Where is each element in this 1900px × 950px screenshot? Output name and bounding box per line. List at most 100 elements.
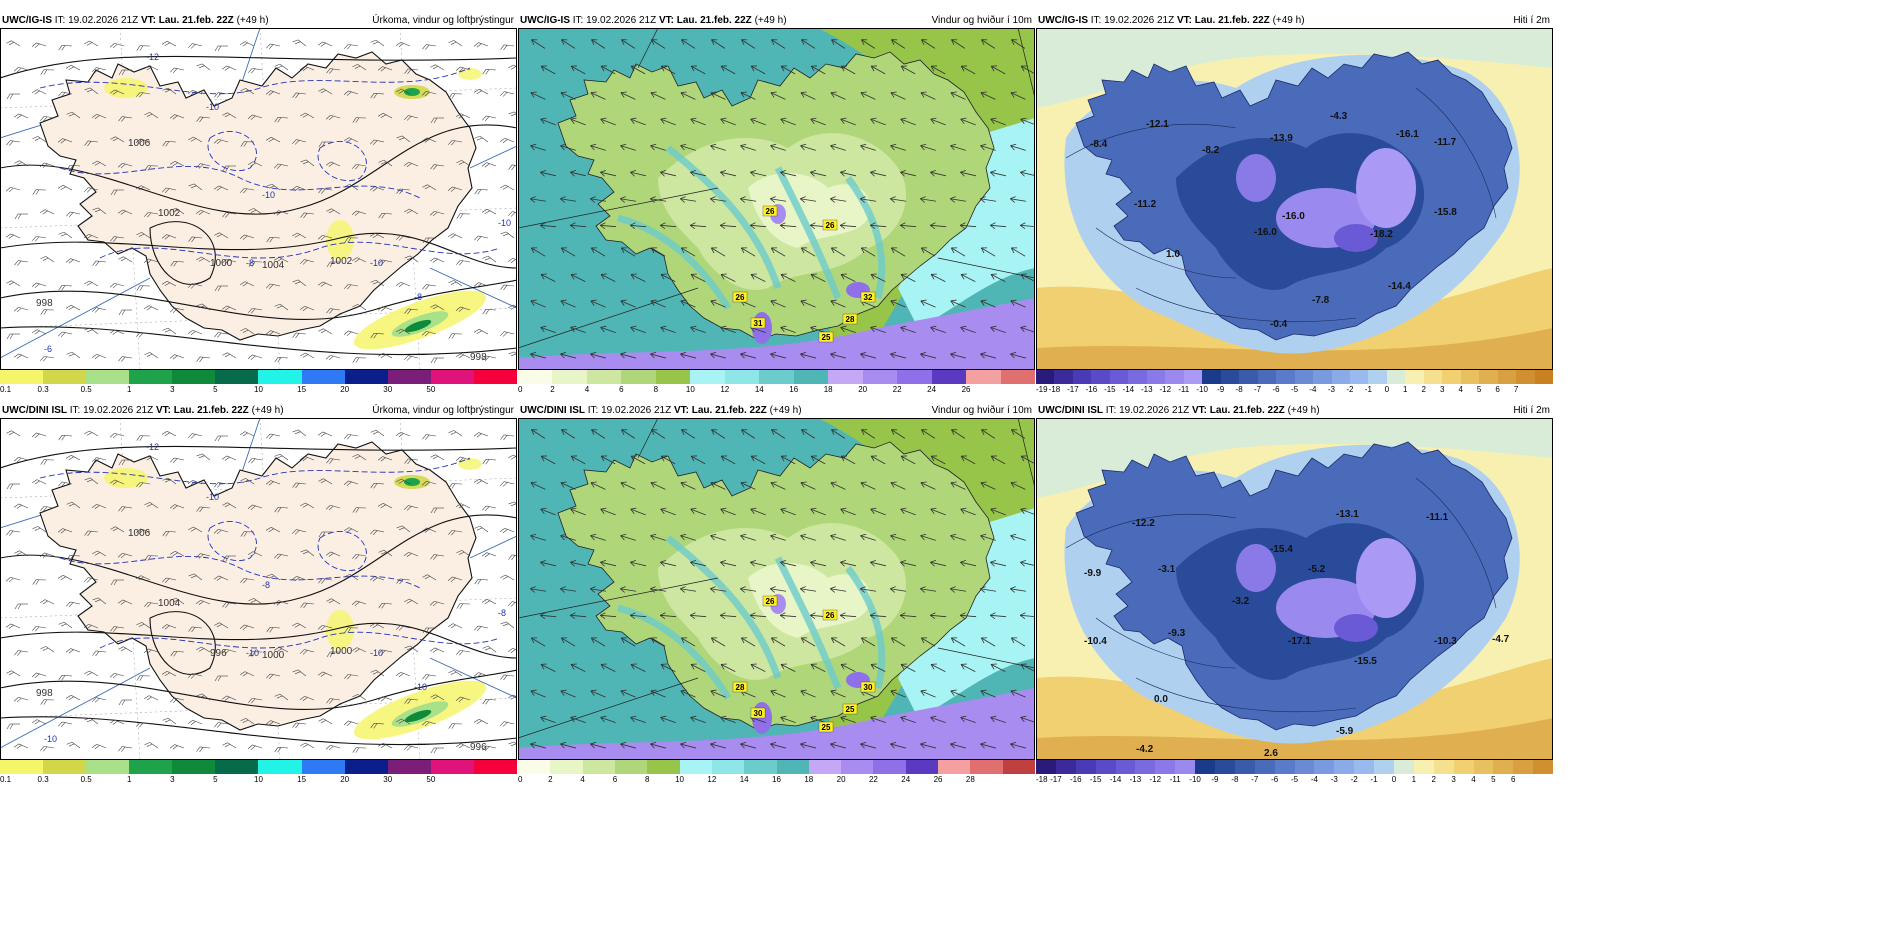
temperature-label: -10 xyxy=(206,102,219,112)
wind-arrow xyxy=(529,196,547,203)
temperature-value: -13.1 xyxy=(1336,509,1359,520)
wind-arrow xyxy=(710,299,726,308)
wind-arrow xyxy=(920,299,936,308)
wind-barb xyxy=(291,529,307,535)
wind-barb xyxy=(474,625,489,632)
wind-barb xyxy=(248,67,263,74)
wind-barb xyxy=(221,305,237,311)
wind-barb xyxy=(318,88,333,95)
legend-tick: 6 xyxy=(1495,385,1500,394)
wind-barb xyxy=(508,454,517,461)
legend-tick: 3 xyxy=(1451,775,1456,784)
legend-swatch xyxy=(215,760,259,774)
legend-swatch xyxy=(711,760,745,774)
wind-barb xyxy=(110,136,125,143)
legend-tick: 10 xyxy=(675,775,685,784)
legend-tick: -13 xyxy=(1129,775,1142,784)
wind-barb xyxy=(91,697,107,703)
temperature-value: -18.2 xyxy=(1370,229,1393,240)
wind-arrow xyxy=(719,612,737,620)
wind-barb xyxy=(214,722,229,728)
legend-swatch xyxy=(301,370,345,384)
wind-arrow xyxy=(560,247,576,257)
wind-barb xyxy=(273,210,289,216)
wind-arrow xyxy=(900,455,916,465)
temperature-value: -15.5 xyxy=(1354,656,1377,667)
temperature-label: -10 xyxy=(246,648,259,658)
wind-barb xyxy=(266,237,281,243)
wind-arrow xyxy=(1009,196,1027,203)
wind-arrow xyxy=(650,637,666,647)
wind-barb xyxy=(247,744,263,750)
temperature-value: 1.0 xyxy=(1166,249,1180,260)
wind-arrow xyxy=(810,663,826,672)
wind-barb xyxy=(473,432,489,438)
wind-barb xyxy=(66,455,81,461)
wind-barb xyxy=(31,432,47,438)
wind-barb xyxy=(221,65,237,71)
lead-time: (+49 h) xyxy=(236,15,269,26)
wind-barb xyxy=(482,599,497,605)
wind-arrow xyxy=(1020,455,1035,465)
wind-arrow xyxy=(930,663,946,672)
wind-barb xyxy=(170,207,185,215)
wind-arrow xyxy=(810,273,826,282)
map-area: -8.4 -12.1 -8.2 -4.3 -13.9 -16.1 -11.7 -11.2 -16… xyxy=(1036,28,1553,370)
legend-tick: -5 xyxy=(1290,775,1299,784)
wind-arrow xyxy=(1020,170,1035,177)
temperature-value: -16.0 xyxy=(1282,211,1305,222)
wind-arrow xyxy=(600,117,616,126)
wind-barb xyxy=(456,550,471,557)
wind-arrow xyxy=(629,222,647,230)
wind-barb xyxy=(214,285,228,292)
wind-barb xyxy=(266,183,281,191)
wind-arrow xyxy=(530,741,546,749)
legend-swatch xyxy=(1368,370,1387,384)
wind-arrow xyxy=(830,637,846,647)
wind-barb xyxy=(344,433,359,440)
wind-arrow xyxy=(1010,481,1026,490)
wind-arrow xyxy=(960,273,976,282)
wind-barb xyxy=(222,165,236,172)
legend-swatch xyxy=(430,370,474,384)
legend-tick: -8 xyxy=(1231,775,1239,784)
legend-swatch xyxy=(172,760,216,774)
temperature-value: -16.1 xyxy=(1396,129,1419,140)
wind-arrow xyxy=(800,533,816,541)
wind-arrow xyxy=(840,455,856,465)
wind-barb xyxy=(370,669,385,677)
wind-arrow xyxy=(680,637,696,647)
header-run-info: UWC/IG-IS IT: 19.02.2026 21Z VT: Lau. 21… xyxy=(520,14,787,28)
wind-barb xyxy=(317,431,333,437)
wind-barb xyxy=(474,189,489,195)
wind-arrow xyxy=(750,663,766,672)
legend-swatch xyxy=(1294,760,1315,774)
legend-swatch xyxy=(1254,760,1275,774)
wind-arrow xyxy=(1010,91,1026,100)
wind-arrow xyxy=(741,429,756,439)
wind-arrow xyxy=(860,143,876,151)
wind-arrow xyxy=(589,586,607,593)
wind-barb xyxy=(239,671,255,677)
wind-barb xyxy=(14,260,29,266)
wind-barb xyxy=(377,456,393,462)
temperature-label: -10 xyxy=(498,218,511,228)
wind-barb xyxy=(91,457,107,463)
wind-barb xyxy=(214,232,229,239)
isobar-label: 1004 xyxy=(262,260,285,271)
wind-barb xyxy=(455,743,471,749)
wind-barb xyxy=(240,328,255,335)
color-legend-bar xyxy=(1036,760,1554,774)
wind-barb xyxy=(344,237,359,243)
wind-arrow xyxy=(770,351,786,359)
wind-arrow xyxy=(861,429,876,439)
temperature-value: -14.4 xyxy=(1388,281,1411,292)
precipitation-areas xyxy=(104,458,487,740)
vt-label: VT: xyxy=(673,405,689,416)
wind-arrow xyxy=(800,351,816,359)
wind-barb xyxy=(370,39,385,47)
legend-swatch xyxy=(1460,370,1480,384)
legend-tick: 3 xyxy=(170,775,175,784)
wind-arrow xyxy=(899,612,917,620)
wind-barb xyxy=(344,283,359,290)
